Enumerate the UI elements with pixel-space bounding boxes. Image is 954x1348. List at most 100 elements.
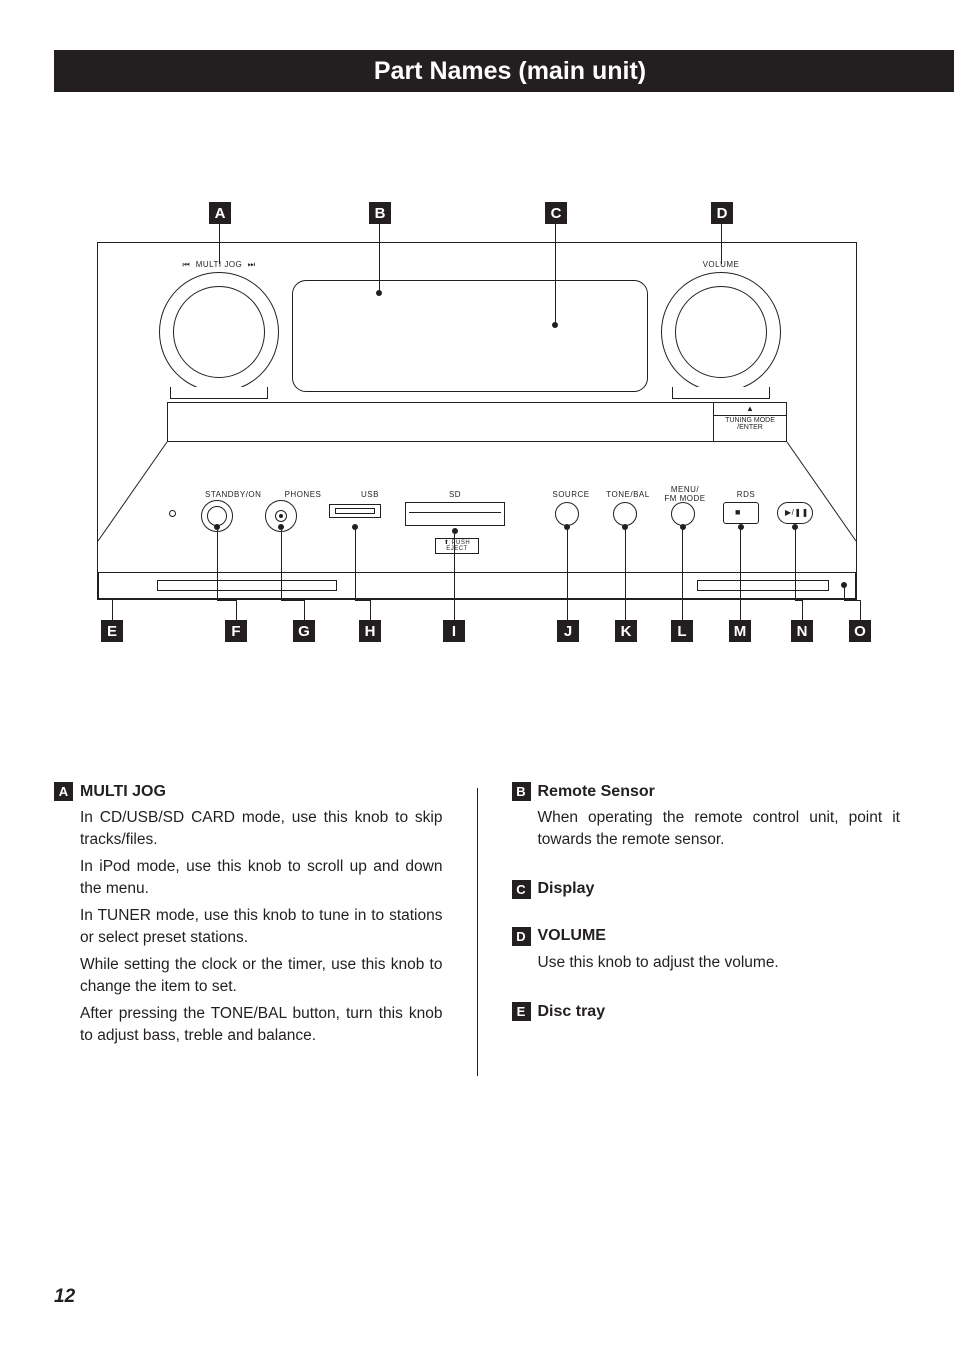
entry-A-title: MULTI JOG [80, 783, 166, 801]
entry-A-p2: In TUNER mode, use this knob to tune in … [54, 905, 443, 950]
callout-E: E [101, 620, 123, 642]
page-number: 12 [54, 1286, 75, 1308]
leader-H3 [370, 600, 371, 620]
tone-label: TONE/BAL [605, 490, 651, 499]
entry-C: C Display [512, 880, 901, 899]
usb-label: USB [355, 490, 385, 499]
figure-wrap: A B C D ⏮ MULTI JOG ⏭ VOLUME [54, 202, 900, 642]
title-bar-pad [54, 50, 120, 92]
leader-G2 [281, 600, 304, 601]
entry-E-title: Disc tray [538, 1003, 606, 1021]
push-eject-label: ⬆ PUSH EJECT [435, 538, 479, 554]
disc-tray-right [697, 580, 829, 591]
callout-L: L [671, 620, 693, 642]
callout-G: G [293, 620, 315, 642]
leader-B [379, 224, 380, 292]
callout-D: D [711, 202, 733, 224]
play-icon: ▶/❚❚ [785, 508, 809, 517]
leader-O2 [844, 600, 860, 601]
leader-N2 [795, 600, 802, 601]
entry-B-p0: When operating the remote control unit, … [512, 807, 901, 852]
callout-O: O [849, 620, 871, 642]
leader-M-dot [738, 524, 744, 530]
entry-A-p3: While setting the clock or the timer, us… [54, 954, 443, 999]
leader-G [281, 530, 282, 600]
entry-C-box: C [512, 880, 531, 899]
leader-I-dot [452, 528, 458, 534]
leader-K [625, 530, 626, 620]
source-label: SOURCE [551, 490, 591, 499]
left-column: A MULTI JOG In CD/USB/SD CARD mode, use … [54, 782, 443, 1076]
callout-M: M [729, 620, 751, 642]
leader-F [217, 530, 218, 600]
leader-F2 [217, 600, 236, 601]
entry-E-box: E [512, 1002, 531, 1021]
entry-B-box: B [512, 782, 531, 801]
callout-I: I [443, 620, 465, 642]
stop-icon: ■ [735, 507, 741, 517]
usb-port-inner [335, 508, 375, 514]
standby-label: STANDBY/ON [205, 490, 261, 499]
rds-label: RDS [733, 490, 759, 499]
leader-H-dot [352, 524, 358, 530]
leader-M [740, 530, 741, 620]
unit-diagram: A B C D ⏮ MULTI JOG ⏭ VOLUME [97, 202, 857, 642]
entry-A-p1: In iPod mode, use this knob to scroll up… [54, 856, 443, 901]
sd-slot [405, 502, 505, 526]
entry-E: E Disc tray [512, 1002, 901, 1021]
leader-F-dot [214, 524, 220, 530]
entry-A-p4: After pressing the TONE/BAL button, turn… [54, 1003, 443, 1048]
display-panel [292, 280, 648, 392]
description-columns: A MULTI JOG In CD/USB/SD CARD mode, use … [54, 782, 900, 1076]
tuning-mode-button: ▲ TUNING MODE /ENTER [713, 402, 787, 442]
leader-C [555, 224, 556, 324]
callout-A: A [209, 202, 231, 224]
leader-O-dot [841, 582, 847, 588]
leader-H [355, 530, 356, 600]
entry-A-box: A [54, 782, 73, 801]
leader-G-dot [278, 524, 284, 530]
menu-button [671, 502, 695, 526]
column-divider [477, 788, 478, 1076]
leader-N-dot [792, 524, 798, 530]
entry-D-body: Use this knob to adjust the volume. [512, 952, 901, 974]
leader-N3 [802, 600, 803, 620]
leader-C-dot [552, 322, 558, 328]
volume-base [672, 387, 770, 399]
entry-B: B Remote Sensor When operating the remot… [512, 782, 901, 852]
leader-G3 [304, 600, 305, 620]
mid-bar [167, 402, 787, 442]
volume-knob-inner [675, 286, 767, 378]
leader-D [721, 224, 722, 264]
eject-icon: ▲ [714, 405, 786, 414]
manual-page: Part Names (main unit) A B C D ⏮ MULTI J… [0, 0, 954, 1076]
leader-O3 [860, 600, 861, 620]
sd-slot-line [409, 512, 501, 513]
leader-N [795, 530, 796, 600]
title-bar: Part Names (main unit) [120, 50, 954, 92]
leader-J-dot [564, 524, 570, 530]
entry-D-box: D [512, 927, 531, 946]
entry-D-p0: Use this knob to adjust the volume. [512, 952, 901, 974]
entry-D-title: VOLUME [538, 927, 606, 945]
multi-jog-knob-inner [173, 286, 265, 378]
phones-jack-pin [279, 514, 283, 518]
entry-B-title: Remote Sensor [538, 783, 655, 801]
leader-J [567, 530, 568, 620]
leader-I [454, 534, 455, 620]
source-button [555, 502, 579, 526]
callout-K: K [615, 620, 637, 642]
entry-A-p0: In CD/USB/SD CARD mode, use this knob to… [54, 807, 443, 852]
entry-B-body: When operating the remote control unit, … [512, 807, 901, 852]
rds-button [723, 502, 759, 524]
tuning-label: TUNING MODE /ENTER [714, 417, 786, 432]
tone-button [613, 502, 637, 526]
leader-F3 [236, 600, 237, 620]
disc-tray-opening [157, 580, 337, 591]
menu-label: MENU/ FM MODE [663, 485, 707, 503]
leader-E [112, 599, 113, 620]
callout-C: C [545, 202, 567, 224]
callout-N: N [791, 620, 813, 642]
entry-C-title: Display [538, 880, 595, 898]
leader-H2 [355, 600, 370, 601]
